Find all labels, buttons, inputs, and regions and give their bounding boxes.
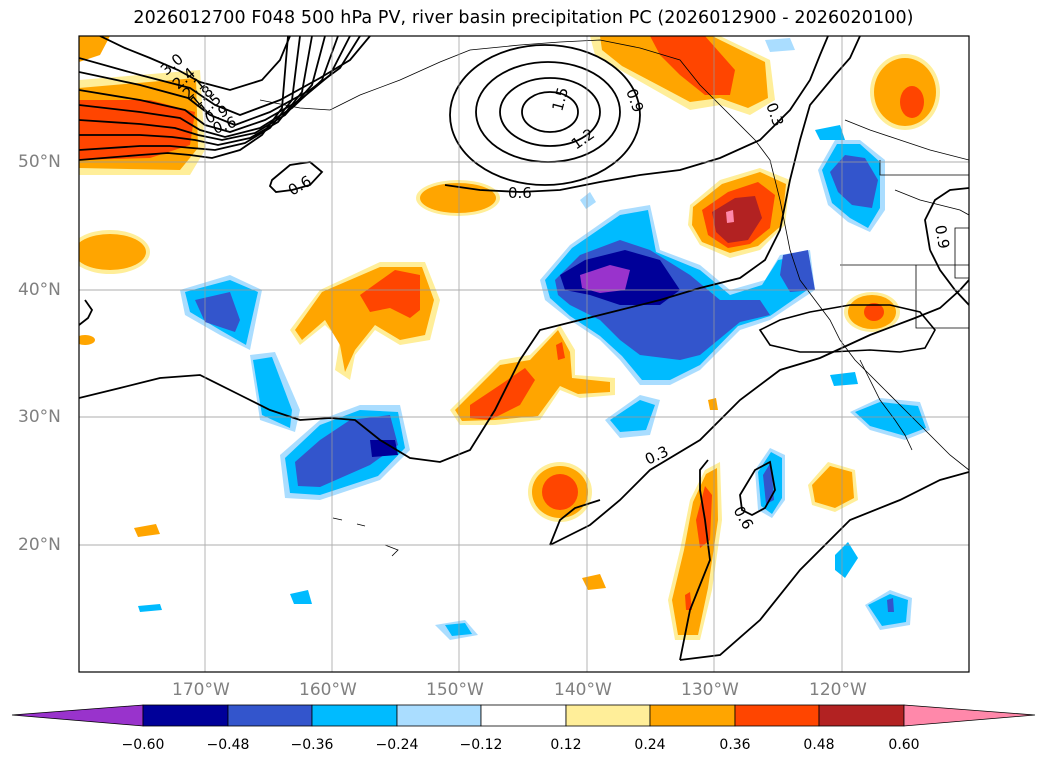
colorbar-tick: −0.12 <box>459 737 503 753</box>
contour-label: 0.6 <box>508 184 532 202</box>
colorbar-tick: 0.24 <box>634 737 666 753</box>
lon-label: 170°W <box>172 680 230 700</box>
coastlines <box>259 39 969 557</box>
lon-label: 160°W <box>299 680 357 700</box>
colorbar-tick: 0.12 <box>550 737 582 753</box>
map-frame <box>78 35 970 673</box>
lat-label: 30°N <box>18 407 61 427</box>
lat-label: 50°N <box>18 152 61 172</box>
colorbar-tick: −0.24 <box>375 737 419 753</box>
pv-contours <box>79 36 969 661</box>
map-title: 2026012700 F048 500 hPa PV, river basin … <box>133 8 914 28</box>
gridlines <box>79 36 969 672</box>
contour-label: 1.5 <box>548 85 572 113</box>
lon-label: 120°W <box>809 680 867 700</box>
colorbar-tick: 0.36 <box>719 737 751 753</box>
lon-label: 130°W <box>681 680 739 700</box>
colorbar-tick: 0.48 <box>803 737 835 753</box>
colorbar <box>11 704 1036 727</box>
lon-label: 150°W <box>426 680 484 700</box>
colorbar-tick: −0.48 <box>206 737 250 753</box>
colorbar-tick: −0.36 <box>290 737 334 753</box>
lat-label: 40°N <box>18 280 61 300</box>
contour-label: 0.9 <box>931 224 953 251</box>
colorbar-tick: 0.60 <box>888 737 920 753</box>
colorbar-tick: −0.60 <box>121 737 165 753</box>
lat-label: 20°N <box>18 535 61 555</box>
lon-label: 140°W <box>554 680 612 700</box>
